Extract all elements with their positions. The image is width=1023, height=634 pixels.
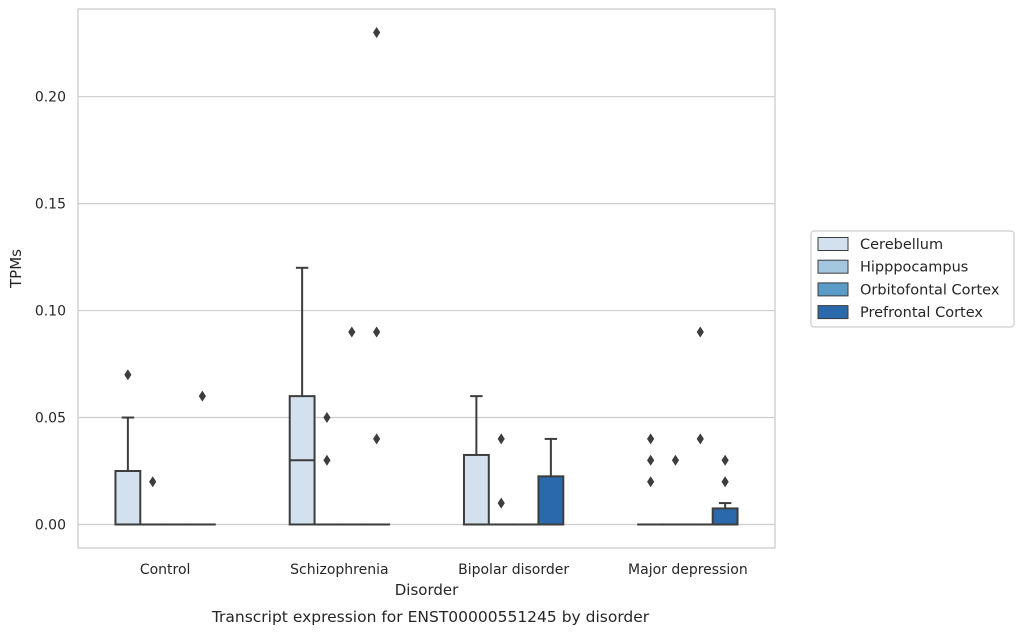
box-hipppocampus — [662, 454, 689, 526]
outlier-point — [647, 476, 655, 488]
outlier-point — [373, 27, 381, 39]
y-axis-label: TPMs — [7, 249, 25, 289]
box-cerebellum — [462, 395, 490, 526]
outlier-point — [497, 433, 505, 445]
plot-frame — [77, 8, 776, 549]
legend: Cerebellum Hipppocampus Orbitofontal Corte… — [810, 230, 1015, 328]
box-cerebellum — [288, 266, 316, 526]
legend-frame — [810, 230, 1015, 328]
box-prefrontal-cortex — [537, 437, 565, 526]
y-tick-label: 0.05 — [35, 411, 66, 427]
outlier-point — [671, 454, 680, 466]
legend-swatch — [817, 237, 849, 251]
outlier-point — [696, 433, 704, 445]
legend-label: Orbitofontal Cortex — [860, 282, 1000, 298]
x-tick-label: Major depression — [628, 562, 748, 578]
gridlines — [78, 96, 775, 526]
legend-swatch — [817, 305, 849, 320]
box-hipppocampus — [487, 433, 515, 526]
x-axis-label: Disorder — [395, 581, 459, 599]
box-prefrontal-cortex — [363, 27, 391, 526]
y-axis-ticks: 0.00 0.05 0.10 0.15 0.20 — [35, 90, 66, 534]
box-orbitofontal-cortex — [686, 326, 714, 526]
outlier-point — [198, 390, 206, 402]
box-prefrontal-cortex — [188, 390, 216, 526]
box-body — [462, 453, 490, 526]
box-series — [114, 27, 739, 526]
box-body — [114, 470, 142, 526]
outlier-point — [323, 454, 331, 466]
outlier-point — [647, 433, 655, 445]
x-tick-label: Bipolar disorder — [458, 562, 569, 578]
outlier-point — [721, 476, 729, 488]
legend-label: Cerebellum — [860, 237, 943, 253]
box-prefrontal-cortex — [711, 454, 739, 526]
outlier-point — [348, 326, 356, 338]
y-tick-label: 0.10 — [35, 304, 66, 320]
outlier-point — [647, 454, 655, 466]
box-cerebellum — [637, 433, 665, 526]
box-hipppocampus — [313, 412, 341, 526]
outlier-point — [497, 497, 505, 509]
y-tick-label: 0.00 — [35, 517, 66, 533]
box-body — [537, 475, 565, 526]
outlier-point — [721, 454, 729, 466]
x-tick-label: Control — [140, 562, 191, 578]
chart-caption: Transcript expression for ENST0000055124… — [211, 608, 650, 626]
y-tick-label: 0.20 — [35, 90, 66, 106]
legend-swatch — [817, 259, 849, 274]
legend-label: Hipppocampus — [860, 260, 968, 276]
box-hipppocampus — [139, 476, 167, 526]
outlier-point — [124, 369, 132, 381]
outlier-point — [149, 476, 157, 488]
x-tick-label: Schizophrenia — [290, 562, 388, 578]
outlier-point — [323, 412, 331, 424]
legend-swatch — [817, 282, 849, 297]
box-body — [711, 507, 739, 526]
legend-label: Prefrontal Cortex — [860, 305, 983, 321]
box-orbitofontal-cortex — [338, 326, 366, 526]
outlier-point — [373, 433, 381, 445]
outlier-point — [373, 326, 381, 338]
y-tick-label: 0.15 — [35, 197, 66, 213]
x-axis-ticks: Control Schizophrenia Bipolar disorder Majo… — [140, 562, 748, 578]
outlier-point — [696, 326, 704, 338]
box-cerebellum — [114, 369, 142, 526]
